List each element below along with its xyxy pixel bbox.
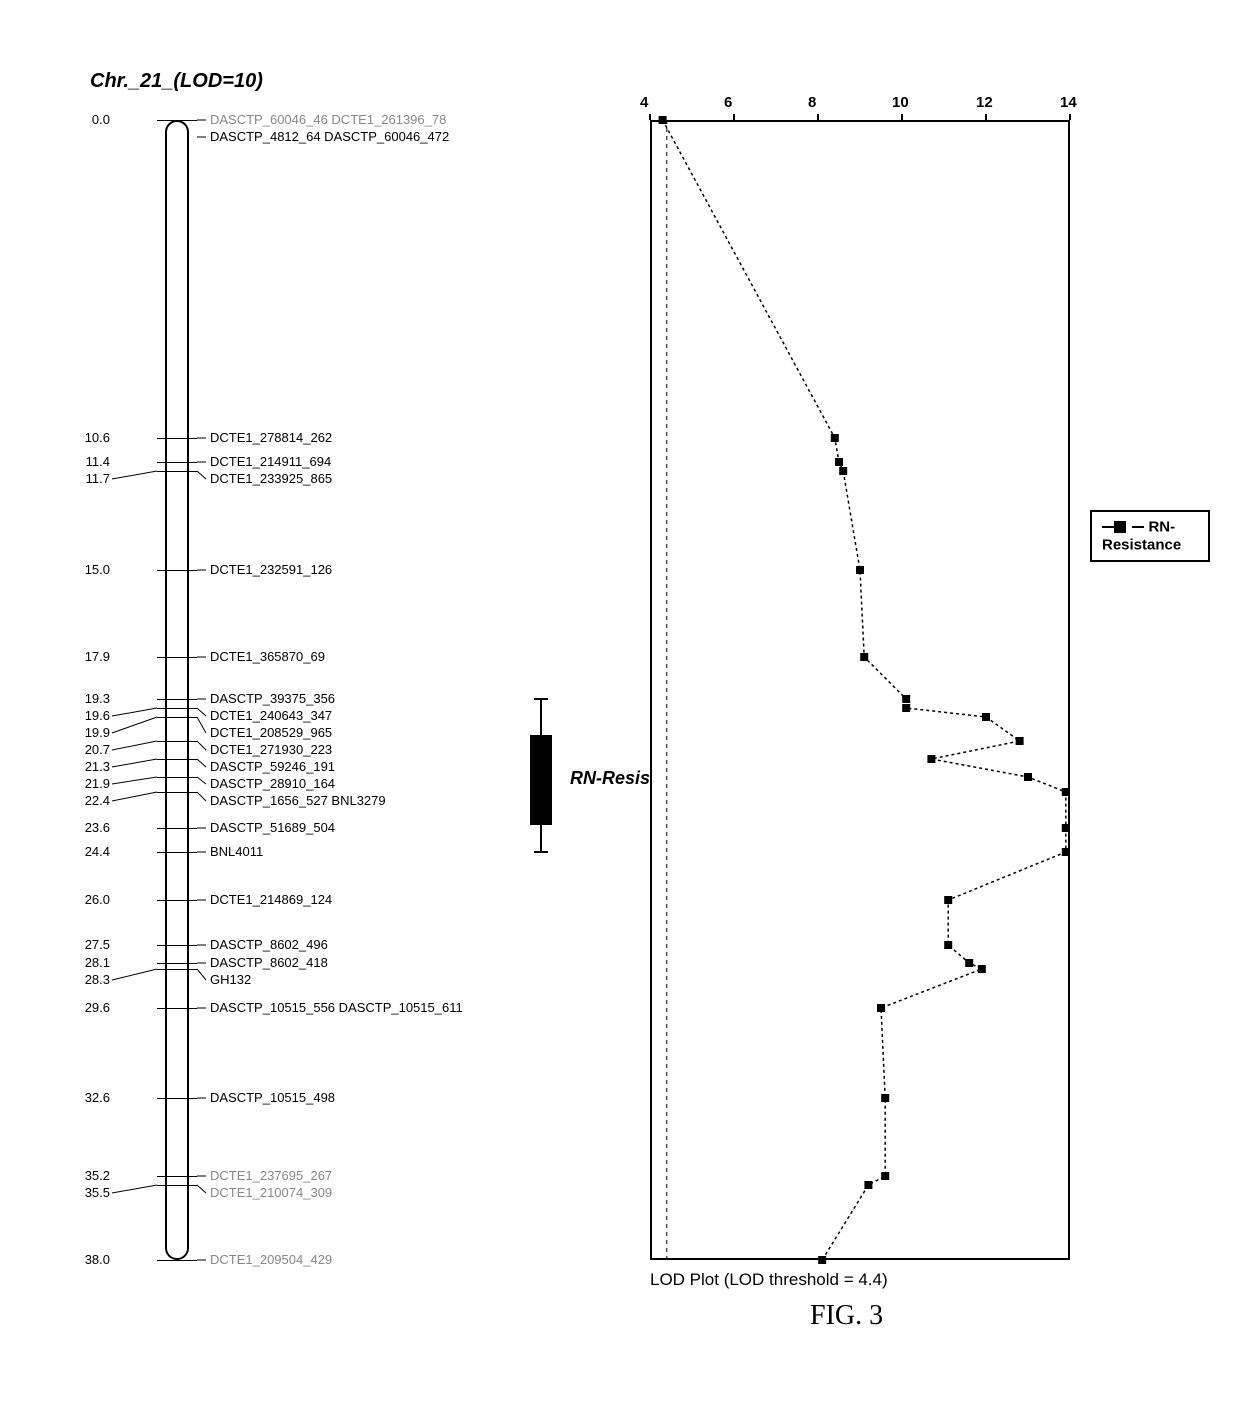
lod-point-marker: [1062, 824, 1070, 832]
lod-xtick: [901, 114, 903, 120]
lod-plot-svg: [30, 30, 1120, 1310]
lod-xtick-label: 12: [976, 94, 993, 111]
lod-point-marker: [881, 1094, 889, 1102]
legend-marker-icon: [1114, 521, 1126, 533]
lod-xtick: [649, 114, 651, 120]
lod-point-marker: [881, 1172, 889, 1180]
lod-xtick: [1069, 114, 1071, 120]
lod-xtick-label: 10: [892, 94, 909, 111]
lod-point-marker: [864, 1181, 872, 1189]
figure-container: Chr._21_(LOD=10) 0.0DASCTP_60046_46 DCTE…: [30, 30, 1210, 1370]
lod-point-marker: [982, 713, 990, 721]
lod-point-marker: [978, 965, 986, 973]
lod-point-marker: [1024, 773, 1032, 781]
legend-line-left: [1102, 526, 1114, 528]
lod-plot-caption: LOD Plot (LOD threshold = 4.4): [650, 1270, 888, 1290]
lod-xtick: [985, 114, 987, 120]
lod-point-marker: [1016, 737, 1024, 745]
lod-point-marker: [860, 653, 868, 661]
lod-point-marker: [944, 896, 952, 904]
legend-line-right: [1132, 526, 1144, 528]
lod-xtick-label: 6: [724, 94, 732, 111]
lod-point-marker: [659, 116, 667, 124]
figure-number: FIG. 3: [810, 1300, 883, 1332]
lod-point-marker: [856, 566, 864, 574]
lod-xtick: [733, 114, 735, 120]
lod-point-marker: [965, 959, 973, 967]
lod-xtick-label: 4: [640, 94, 648, 111]
lod-point-marker: [835, 458, 843, 466]
lod-xtick-label: 14: [1060, 94, 1077, 111]
lod-xtick-label: 8: [808, 94, 816, 111]
lod-point-marker: [944, 941, 952, 949]
lod-point-marker: [839, 467, 847, 475]
lod-point-marker: [902, 695, 910, 703]
lod-point-marker: [831, 434, 839, 442]
lod-point-marker: [1062, 848, 1070, 856]
lod-point-marker: [1062, 788, 1070, 796]
legend-box: RN-Resistance: [1090, 510, 1210, 562]
lod-point-marker: [927, 755, 935, 763]
lod-xtick: [817, 114, 819, 120]
lod-point-marker: [877, 1004, 885, 1012]
lod-point-marker: [818, 1256, 826, 1264]
lod-curve: [663, 120, 1066, 1260]
lod-point-marker: [902, 704, 910, 712]
